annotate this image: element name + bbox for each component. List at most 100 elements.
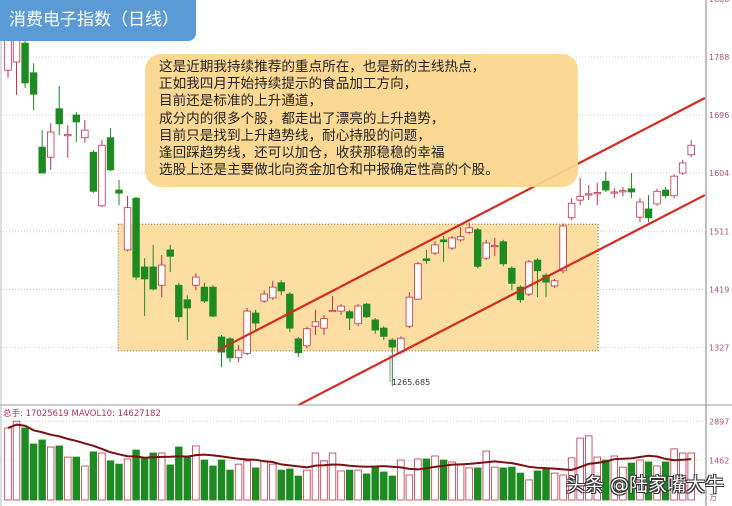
candle-body (123, 207, 132, 251)
volume-bar (175, 446, 183, 501)
candle-body (64, 134, 72, 137)
candle-body (115, 189, 123, 194)
volume-bar (422, 458, 431, 501)
volume-header: 总手: 17025619 MAVOL10: 14627182 (3, 409, 161, 419)
volume-bar (64, 456, 72, 501)
volume-bar (149, 452, 157, 501)
volume-bar (234, 463, 243, 501)
volume-bar (533, 470, 542, 501)
candle-body (217, 336, 226, 353)
candle-body (260, 293, 268, 302)
candle-body (192, 276, 200, 286)
volume-unit-label: 万 (709, 493, 717, 502)
volume-bar (251, 467, 260, 501)
volume-bar (294, 475, 303, 501)
volume-bar (38, 439, 46, 501)
candle-body (602, 180, 610, 191)
volume-bar (585, 435, 593, 501)
candle-body (226, 338, 234, 359)
candle-body (209, 286, 217, 317)
candle-body (499, 241, 508, 265)
volume-bar (354, 469, 362, 501)
volume-bar (4, 427, 12, 501)
candle-body (516, 286, 525, 301)
candle-body (98, 144, 106, 207)
candle-body (627, 188, 636, 193)
volume-bar (491, 466, 499, 501)
volume-bar (89, 451, 98, 501)
volume-bar (140, 457, 149, 501)
note-line: 逢回踩趋势线，还可以加仓，收获那稳稳的幸福 (159, 145, 445, 162)
candle-body (328, 310, 337, 313)
volume-bar (542, 467, 550, 501)
volume-bars (4, 420, 695, 501)
volume-bar (158, 452, 166, 501)
candles (4, 36, 695, 387)
volume-bar (397, 459, 405, 501)
note-line: 这是近期我持续推荐的重点所在，也是新的主线热点， (159, 59, 486, 75)
volume-bar (243, 460, 251, 501)
y-tick-label: 1327 (709, 344, 729, 353)
volume-bar (414, 458, 422, 501)
candle-body (21, 42, 29, 84)
candle-body (277, 282, 285, 292)
candle-body (439, 239, 448, 243)
note-line: 选股上还是主要做北向资金加仓和中报确定性高的个股。 (159, 162, 499, 179)
note-line: 成分内的很多个股，都走出了漂亮的上升趋势， (159, 110, 445, 127)
candle-body (362, 303, 371, 318)
candle-body (508, 267, 516, 284)
y-tick-label: 1880 (709, 0, 729, 4)
candle-body (106, 137, 115, 171)
candle-body (473, 229, 482, 267)
y-tick-label: 1419 (709, 286, 729, 295)
note-line: 目前还是标准的上升通道， (159, 93, 323, 110)
volume-bar (559, 474, 567, 501)
candle-body (38, 146, 46, 174)
candle-body (4, 39, 12, 71)
volume-bar (602, 459, 610, 501)
y-tick-label: 1604 (709, 169, 729, 178)
y-tick-label: 1696 (709, 111, 729, 120)
candle-body (158, 264, 166, 286)
volume-bar (405, 474, 414, 501)
candle-body (72, 114, 81, 123)
candle-body (533, 259, 542, 272)
volume-bar (670, 448, 678, 501)
y-tick-label: 1788 (709, 53, 729, 62)
candle-body (371, 319, 379, 331)
volume-bar (499, 467, 508, 501)
candle-body (431, 244, 439, 254)
candle-body (294, 338, 303, 354)
candle-body (619, 190, 627, 193)
candle-body (567, 202, 576, 219)
volume-bar (661, 461, 670, 501)
volume-bar (21, 427, 29, 501)
volume-bar (72, 456, 81, 501)
candle-body (81, 129, 89, 139)
candle-body (166, 249, 174, 257)
volume-bar (627, 462, 636, 501)
trend-line (297, 194, 706, 407)
volume-bar (55, 445, 63, 501)
volume-bar (610, 455, 619, 501)
volume-bar (380, 471, 388, 501)
note-line: 目前只是找到上升趋势线，耐心持股的问题， (159, 127, 431, 144)
candle-body (525, 261, 533, 295)
volume-bar (81, 465, 89, 501)
candle-body (183, 299, 192, 309)
volume-bar (320, 460, 328, 501)
candle-body (388, 339, 396, 348)
candle-body (610, 191, 619, 194)
volume-tick-label: 2897 (709, 417, 729, 426)
volume-bar (362, 473, 371, 501)
candle-body (29, 72, 38, 95)
volume-bar (456, 463, 465, 501)
volume-bar (619, 466, 627, 501)
trend-channel (217, 97, 706, 407)
candle-body (482, 242, 490, 259)
candle-body (200, 286, 209, 302)
candle-body (55, 108, 63, 125)
candle-body (585, 193, 593, 196)
volume-bar (260, 460, 268, 501)
volume-bar (508, 466, 516, 501)
